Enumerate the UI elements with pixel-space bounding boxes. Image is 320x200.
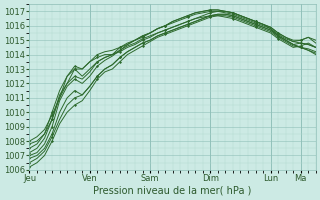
X-axis label: Pression niveau de la mer( hPa ): Pression niveau de la mer( hPa ) xyxy=(93,186,252,196)
